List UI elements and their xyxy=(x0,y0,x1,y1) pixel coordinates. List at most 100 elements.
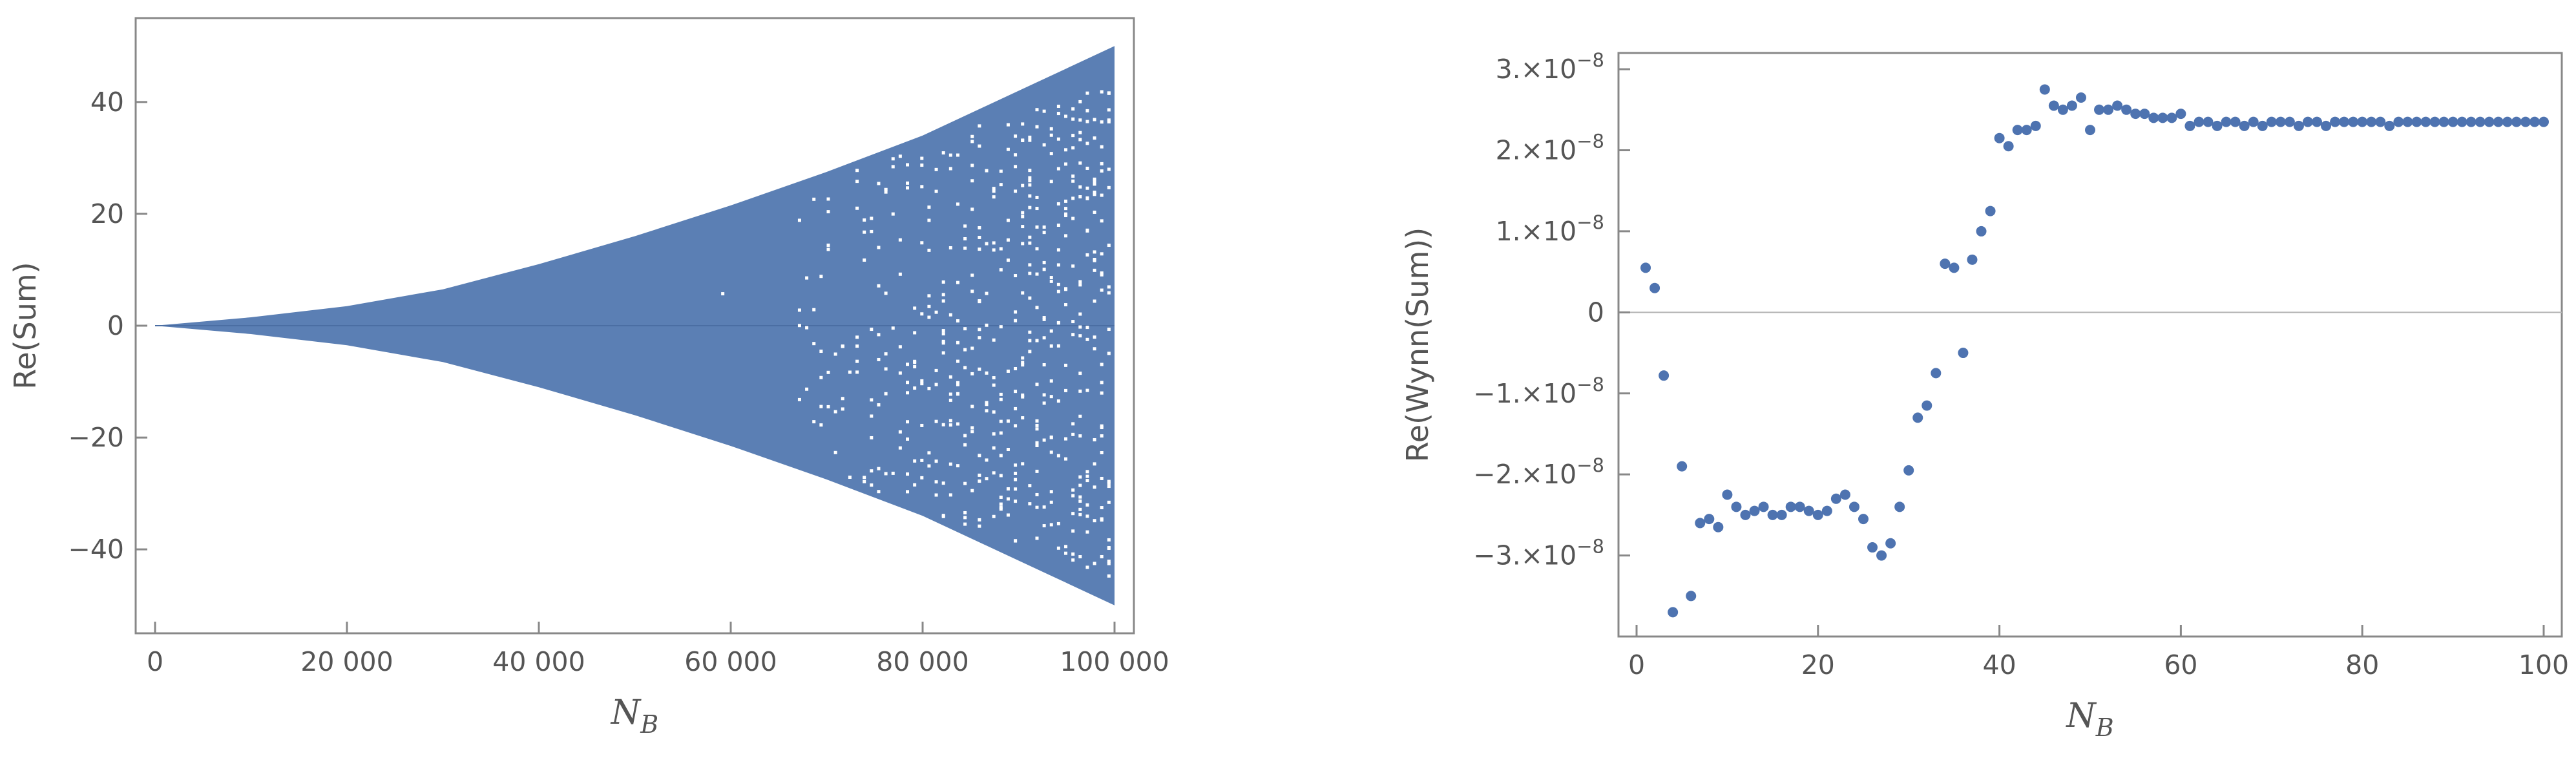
left-x-tick-label: 80 000 xyxy=(876,646,969,677)
left-gap-speck xyxy=(1100,252,1104,256)
left-gap-speck xyxy=(978,235,981,239)
left-gap-speck xyxy=(970,273,974,277)
left-gap-speck xyxy=(1028,263,1032,267)
left-gap-speck xyxy=(970,426,974,430)
left-gap-speck xyxy=(970,290,974,293)
left-gap-speck xyxy=(934,310,938,314)
left-gap-speck xyxy=(1056,248,1060,252)
right-data-point xyxy=(2075,92,2086,103)
left-gap-speck xyxy=(956,153,959,157)
left-gap-speck xyxy=(1093,462,1096,466)
left-x-tick-label: 60 000 xyxy=(684,646,777,677)
left-gap-speck xyxy=(1100,363,1104,366)
left-gap-speck xyxy=(1093,562,1096,565)
left-gap-speck xyxy=(1056,167,1060,171)
left-gap-speck xyxy=(1078,312,1082,316)
left-gap-speck xyxy=(1085,388,1089,392)
left-gap-speck xyxy=(1006,487,1010,491)
left-gap-speck xyxy=(1028,179,1032,183)
left-gap-speck xyxy=(1107,285,1111,289)
left-gap-speck xyxy=(1056,202,1060,205)
right-plot-frame xyxy=(1617,52,2563,638)
left-gap-speck xyxy=(927,205,931,209)
left-gap-speck xyxy=(927,451,931,455)
left-gap-speck xyxy=(1100,391,1104,395)
left-gap-speck xyxy=(1107,120,1111,124)
right-data-point xyxy=(2239,120,2250,131)
left-gap-speck xyxy=(985,401,989,405)
left-gap-speck xyxy=(863,258,866,262)
left-gap-speck xyxy=(956,464,959,468)
left-gap-speck xyxy=(963,481,967,485)
left-gap-speck xyxy=(1014,189,1018,193)
left-gap-speck xyxy=(819,405,823,408)
left-gap-speck xyxy=(1093,193,1096,196)
left-gap-speck xyxy=(1021,291,1025,295)
left-gap-speck xyxy=(1078,280,1082,284)
left-gap-speck xyxy=(863,476,866,479)
left-gap-speck xyxy=(1042,401,1046,405)
left-gap-speck xyxy=(978,300,981,304)
left-gap-speck xyxy=(1071,196,1075,200)
right-data-point xyxy=(2348,116,2359,127)
left-gap-speck xyxy=(855,344,859,348)
left-gap-speck xyxy=(941,423,945,426)
left-gap-speck xyxy=(855,359,859,363)
left-gap-speck xyxy=(1028,350,1032,353)
left-gap-speck xyxy=(1071,264,1075,268)
right-data-point xyxy=(2302,116,2313,127)
left-gap-speck xyxy=(1085,166,1089,170)
left-gap-speck xyxy=(812,342,816,346)
right-data-point xyxy=(2066,100,2077,111)
left-gap-speck xyxy=(1056,263,1060,267)
left-gap-speck xyxy=(877,467,881,470)
right-y-axis-ticks: 3.×10−8 2.×10−8 1.×10−8 0 −1.×10−8 −2.×10−8 −3… xyxy=(1473,49,1630,571)
left-x-tick-label: 0 xyxy=(147,646,163,677)
left-gap-speck xyxy=(970,134,974,138)
right-data-point xyxy=(2248,116,2259,127)
left-gap-speck xyxy=(970,489,974,492)
right-data-point xyxy=(1776,509,1787,520)
left-gap-speck xyxy=(992,338,996,342)
left-gap-speck xyxy=(963,434,967,437)
left-gap-speck xyxy=(913,386,917,390)
left-gap-speck xyxy=(1093,250,1096,254)
right-y-tick-label: 3.×10−8 xyxy=(1496,49,1604,85)
right-data-point xyxy=(2484,116,2495,127)
right-data-point xyxy=(2130,109,2141,120)
left-gap-speck xyxy=(956,381,959,384)
left-gap-speck xyxy=(1028,176,1032,180)
left-gap-speck xyxy=(1049,276,1053,280)
left-gap-speck xyxy=(1035,383,1039,386)
right-data-point xyxy=(1794,501,1805,512)
left-gap-speck xyxy=(956,202,959,206)
left-gap-speck xyxy=(848,370,852,374)
left-gap-speck xyxy=(1021,393,1025,397)
left-gap-speck xyxy=(963,246,967,250)
left-gap-speck xyxy=(1014,153,1018,157)
left-gap-speck xyxy=(884,472,888,476)
left-gap-speck xyxy=(1100,434,1104,438)
right-data-point xyxy=(2493,116,2504,127)
left-gap-speck xyxy=(812,308,816,311)
left-gap-speck xyxy=(870,483,874,487)
left-gap-speck xyxy=(906,181,910,185)
left-gap-speck xyxy=(1056,137,1060,141)
left-gap-speck xyxy=(1014,406,1018,410)
right-data-point xyxy=(1640,262,1651,273)
left-gap-speck xyxy=(1014,134,1018,138)
left-y-axis-ticks: 40 20 0 −20 −40 xyxy=(68,87,147,565)
right-data-point xyxy=(1931,368,1942,379)
right-data-point xyxy=(2420,116,2431,127)
left-gap-speck xyxy=(1107,108,1111,112)
left-gap-speck xyxy=(870,229,874,233)
right-y-tick-label: −1.×10−8 xyxy=(1473,374,1604,409)
left-gap-speck xyxy=(1107,547,1111,551)
left-gap-speck xyxy=(870,216,874,220)
left-gap-speck xyxy=(1014,463,1018,467)
left-gap-speck xyxy=(978,328,981,332)
left-gap-speck xyxy=(877,333,881,337)
left-gap-speck xyxy=(970,372,974,375)
left-gap-speck xyxy=(812,197,816,201)
right-data-point xyxy=(1958,348,1969,359)
